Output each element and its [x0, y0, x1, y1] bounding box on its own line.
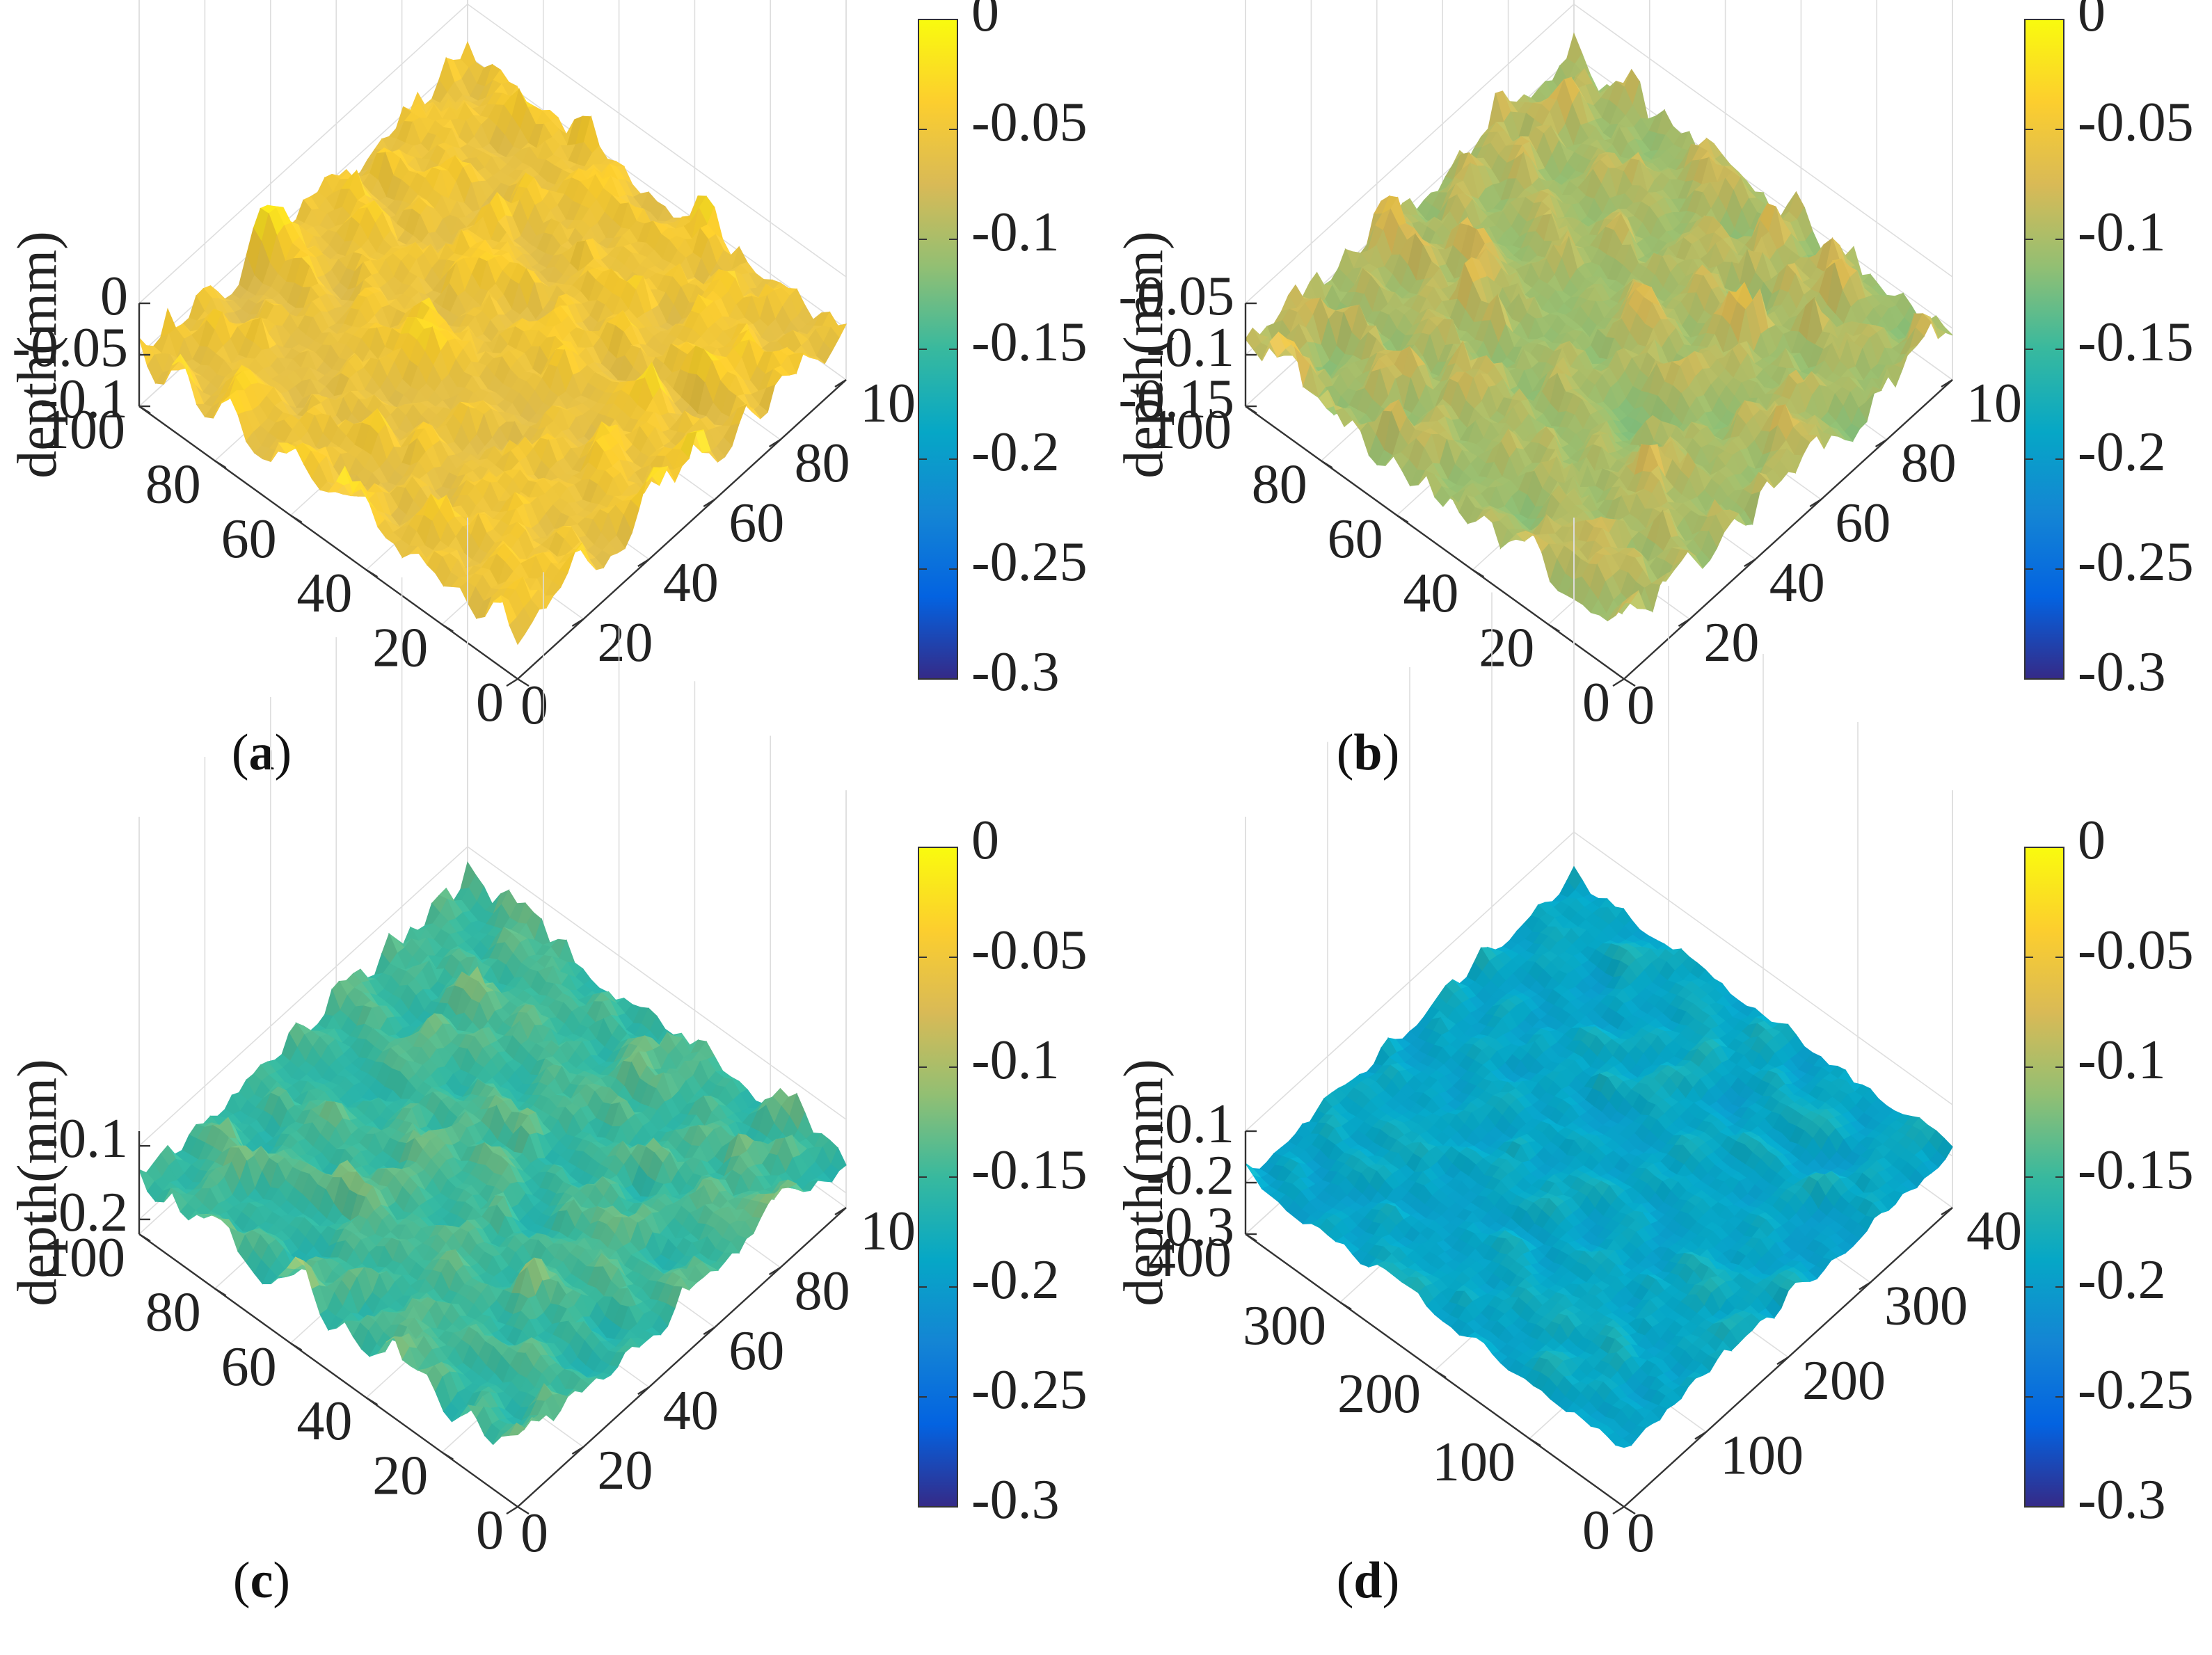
x-tick-label: 80	[1901, 433, 1957, 494]
surface-plot-b: 020406080100020406080100-0.05-0.1-0.15de…	[1113, 0, 2194, 736]
colorbar-tick-label: -0.05	[971, 92, 1088, 153]
y-tick-label: 100	[42, 399, 125, 461]
x-tick-label: 40	[1769, 552, 1825, 614]
y-tick-label: 60	[1328, 509, 1383, 570]
x-tick-label: 80	[795, 433, 850, 494]
surface-plot-a: 0204060801000204060801000-0.05-0.1depth(…	[7, 0, 1088, 736]
colorbar-tick-label: -0.25	[2078, 531, 2194, 593]
x-axis-line	[517, 379, 847, 680]
y-tick-label: 40	[296, 563, 352, 624]
x-tick-label: 40	[663, 552, 719, 614]
colorbar-tick-label: -0.25	[971, 531, 1088, 593]
x-tick-label: 0	[1627, 675, 1655, 736]
z-tick-label: -0.15	[1118, 369, 1234, 430]
colorbar-tick-label: -0.15	[971, 312, 1088, 373]
y-tick-label: 40	[1403, 563, 1458, 624]
x-tick-label: 60	[1835, 493, 1891, 554]
panel-c: 0 20 40 60 80 100 0 20 40 60 80 100 -0.1 -0.2 depth(mm…	[0, 518, 1106, 1655]
y-tick-label: 0	[1582, 672, 1610, 733]
y-tick-label: 80	[1252, 454, 1307, 515]
colorbar-tick-label: -0.1	[2078, 202, 2166, 263]
colorbar-tick-label: -0.05	[2078, 92, 2194, 153]
y-tick-label: 0	[476, 672, 504, 733]
x-tick-label: 20	[597, 612, 653, 673]
z-axis-label: depth(mm)	[1113, 231, 1175, 478]
y-tick-label: 20	[372, 618, 428, 679]
panel-a: 0 20 40 60 80 100 0 20 40 60 80 100 0 -0.05 -0.1 depth(…	[0, 0, 1106, 827]
x-tick-label: 20	[1703, 612, 1759, 673]
x-axis-line	[1623, 379, 1953, 680]
y-axis-line	[138, 406, 518, 680]
y-tick-label: 100	[1148, 399, 1232, 461]
colorbar-tick-label: -0.3	[2078, 641, 2166, 703]
colorbar-tick-label: -0.2	[971, 422, 1060, 483]
colorbar-tick-label: -0.3	[971, 641, 1060, 703]
surface-facet	[1615, 595, 1632, 616]
y-tick-label: 60	[221, 509, 277, 570]
colorbar-tick-label: -0.15	[2078, 312, 2194, 373]
colorbar-tick-label: 0	[971, 0, 999, 43]
x-tick-label: 60	[729, 493, 784, 554]
z-axis-label: depth(mm)	[7, 231, 68, 478]
caption-b: (b)	[1336, 724, 1400, 781]
colorbar-tick-label: -0.2	[2078, 422, 2166, 483]
surface-plot-c: 020406080100020406080100-0.1-0.2depth(mm…	[7, 518, 1088, 1564]
caption-a: (a)	[231, 724, 292, 781]
z-tick-label: -0.05	[12, 317, 128, 378]
z-tick-label: -0.1	[40, 369, 128, 430]
y-axis-line	[1245, 406, 1625, 680]
y-tick-label: 20	[1479, 618, 1534, 679]
z-tick-label: -0.1	[1146, 317, 1234, 378]
colorbar-tick-label: -0.1	[971, 202, 1060, 263]
panel-b: 0 20 40 60 80 100 0 20 40 60 80 100 -0.05 -0.1 -0.15 de…	[1106, 0, 2212, 827]
z-tick-label: -0.05	[1118, 266, 1234, 327]
colorbar-tick-label: 0	[2078, 0, 2106, 43]
y-tick-label: 80	[145, 454, 201, 515]
surface-facet	[509, 617, 525, 646]
z-tick-label: 0	[100, 266, 128, 327]
